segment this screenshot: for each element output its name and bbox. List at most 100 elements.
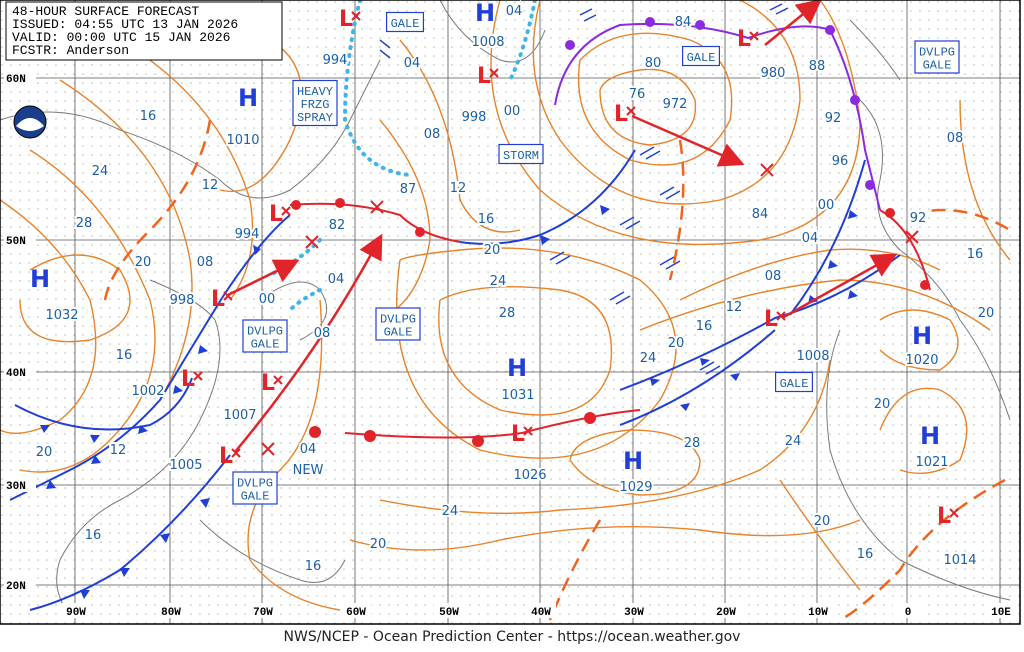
low-pressure: 994 (235, 227, 260, 242)
warning-text: DVLPG (237, 477, 273, 491)
high-pressure: 1031 (501, 388, 534, 403)
label-bg (526, 603, 556, 618)
low-pressure: 1002 (131, 384, 164, 399)
warning-box (385, 11, 425, 33)
latitude-label: 40N (6, 368, 26, 380)
warning-text: GALE (923, 59, 952, 73)
latitude-label: 50N (6, 236, 26, 248)
warning-box (914, 40, 960, 74)
isobar-label: 24 (490, 274, 507, 289)
warning-text: HEAVY (297, 85, 333, 99)
label-bg (4, 577, 36, 592)
warning-box (498, 143, 544, 165)
isobar-label: 24 (92, 164, 109, 179)
isobar-label: 16 (305, 559, 322, 574)
x-mark (305, 235, 319, 249)
longitude-label: 50W (439, 607, 459, 619)
isobars (0, 0, 1011, 611)
header-line: ISSUED: 04:55 UTC 13 JAN 2026 (12, 17, 238, 32)
high-symbol: H (623, 447, 643, 475)
high-symbol: H (507, 354, 527, 382)
isobar-label: 28 (499, 306, 516, 321)
low-pressure: 998 (462, 110, 487, 125)
low-symbol: L (937, 504, 951, 529)
isobar-label: 88 (809, 59, 826, 74)
isobar-label: 12 (726, 300, 743, 315)
low-x (193, 371, 203, 381)
low-x (223, 291, 233, 301)
header-line: 48-HOUR SURFACE FORECAST (12, 4, 199, 19)
longitude-label: 70W (253, 607, 273, 619)
isobar-label: 24 (785, 434, 802, 449)
isobar-label: 12 (202, 178, 219, 193)
storm-tracks (227, 0, 898, 453)
x-mark (370, 200, 384, 214)
label-bg (61, 603, 91, 618)
isobar-label: 92 (825, 111, 842, 126)
low-pressure: 994 (323, 53, 348, 68)
isobar-label: 04 (328, 272, 345, 287)
label-bg (434, 603, 464, 618)
isobar-label: 16 (857, 547, 874, 562)
isobar-label: 08 (947, 131, 964, 146)
isobar-label: 04 (802, 231, 819, 246)
graticule (0, 0, 1020, 624)
high-pressure: 1008 (471, 35, 504, 50)
longitude-label: 10E (991, 607, 1011, 619)
isobar-label: 16 (116, 348, 133, 363)
longitude-label: 0 (905, 607, 912, 619)
isobar-label: 12 (110, 443, 127, 458)
isobar-label: 20 (814, 514, 831, 529)
warning-box (375, 307, 421, 341)
x-pressure: 92 (910, 211, 927, 226)
isobar-label: 08 (314, 326, 331, 341)
x-pressure: 82 (329, 218, 346, 233)
isobar-label: 20 (978, 306, 995, 321)
low-pressure: 1014 (943, 553, 976, 568)
isobar-label: 28 (684, 436, 701, 451)
low-symbol: L (219, 444, 233, 469)
warning-box (232, 471, 278, 505)
map-border (0, 0, 1021, 625)
isobar-label: 76 (629, 87, 646, 102)
longitude-label: 40W (531, 607, 551, 619)
label-bg (156, 603, 186, 618)
label-bg (4, 364, 36, 379)
isobar-label: 28 (76, 216, 93, 231)
low-x (749, 31, 759, 41)
warning-text: SPRAY (297, 111, 333, 125)
isobar-label: 24 (442, 504, 459, 519)
x-pressure: 87 (400, 182, 417, 197)
longitude-label: 20W (716, 607, 736, 619)
header-line: FCSTR: Anderson (12, 43, 129, 58)
warning-box (681, 45, 721, 67)
isobar-label: 80 (645, 56, 662, 71)
isobar-label: 00 (259, 292, 276, 307)
low-symbol: L (764, 307, 778, 332)
fronts (9, 17, 931, 611)
latitude-label: 20N (6, 581, 26, 593)
longitude-label: 60W (346, 607, 366, 619)
low-symbol: L (614, 102, 628, 127)
isobar-label: 08 (424, 127, 441, 142)
warning-text: DVLPG (919, 46, 955, 60)
isobar-label: 16 (85, 528, 102, 543)
low-x (231, 448, 241, 458)
label-bg (619, 603, 649, 618)
isobar-label: 00 (504, 104, 521, 119)
isobar-label: 00 (818, 198, 835, 213)
isobar-label: 96 (832, 154, 849, 169)
high-pressure: 1010 (226, 133, 259, 148)
latitude-label: 30N (6, 481, 26, 493)
low-pressure: 1007 (223, 408, 256, 423)
isobar-label: 16 (140, 109, 157, 124)
isobar-label: 08 (765, 269, 782, 284)
warning-box (242, 319, 288, 353)
isobar-label: 20 (370, 537, 387, 552)
header-box (5, 1, 283, 61)
longitude-label: 80W (161, 607, 181, 619)
label-bg (711, 603, 741, 618)
low-pressure: 1005 (169, 458, 202, 473)
label-bg (803, 603, 833, 618)
low-x (776, 311, 786, 321)
